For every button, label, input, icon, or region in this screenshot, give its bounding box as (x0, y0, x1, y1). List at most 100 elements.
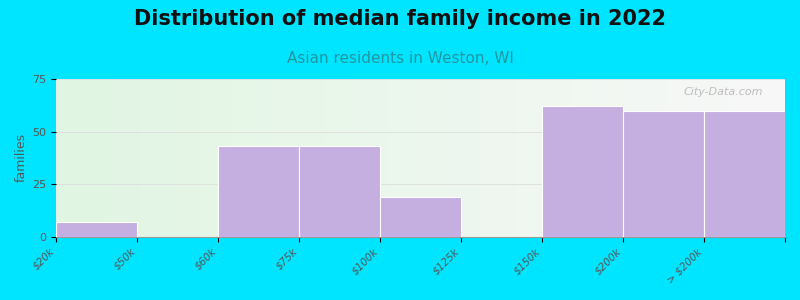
Bar (102, 79, 105, 237)
Bar (530, 79, 532, 237)
Bar (520, 79, 522, 237)
Bar (204, 79, 206, 237)
Bar (270, 79, 272, 237)
Text: Distribution of median family income in 2022: Distribution of median family income in … (134, 9, 666, 29)
Bar (630, 79, 632, 237)
Bar (484, 79, 486, 237)
Bar (290, 79, 292, 237)
Bar (674, 79, 676, 237)
Bar (654, 79, 656, 237)
Bar (454, 79, 457, 237)
Bar (396, 79, 398, 237)
Bar (770, 79, 773, 237)
Bar (471, 79, 474, 237)
Bar (712, 79, 714, 237)
Bar (248, 79, 250, 237)
Bar (423, 79, 426, 237)
Bar (428, 79, 430, 237)
Bar (342, 79, 345, 237)
Bar (206, 79, 209, 237)
Bar (136, 79, 138, 237)
Bar (622, 79, 625, 237)
Bar (474, 79, 476, 237)
Bar (686, 79, 688, 237)
Bar (78, 79, 80, 237)
Bar (615, 79, 618, 237)
Bar (564, 79, 566, 237)
Bar (194, 79, 197, 237)
Bar (496, 79, 498, 237)
Bar (768, 79, 770, 237)
Bar (340, 79, 342, 237)
Bar (274, 79, 277, 237)
Bar (138, 79, 141, 237)
Bar (302, 79, 304, 237)
Bar (299, 146, 380, 237)
Bar (282, 79, 285, 237)
Bar (683, 79, 686, 237)
Bar (231, 79, 234, 237)
Bar (466, 79, 469, 237)
Bar (734, 79, 737, 237)
Bar (571, 79, 574, 237)
Bar (182, 79, 185, 237)
Bar (598, 79, 600, 237)
Bar (328, 79, 330, 237)
Bar (85, 79, 88, 237)
Bar (306, 79, 309, 237)
Bar (459, 79, 462, 237)
Bar (345, 79, 348, 237)
Bar (222, 79, 224, 237)
Bar (66, 79, 68, 237)
Bar (707, 79, 710, 237)
Bar (401, 79, 403, 237)
Bar (250, 79, 253, 237)
Bar (80, 79, 82, 237)
Bar (525, 79, 527, 237)
Bar (377, 79, 379, 237)
Bar (318, 79, 321, 237)
Bar (398, 79, 401, 237)
Bar (464, 79, 466, 237)
Bar (75, 79, 78, 237)
Bar (234, 79, 236, 237)
Bar (380, 197, 461, 237)
Bar (246, 79, 248, 237)
Bar (110, 79, 112, 237)
Bar (180, 79, 182, 237)
Bar (98, 79, 100, 237)
Bar (112, 79, 114, 237)
Bar (211, 79, 214, 237)
Bar (321, 79, 323, 237)
Bar (418, 79, 421, 237)
Bar (758, 79, 761, 237)
Bar (670, 79, 674, 237)
Bar (542, 106, 623, 237)
Bar (462, 79, 464, 237)
Bar (421, 79, 423, 237)
Bar (537, 79, 539, 237)
Bar (265, 79, 267, 237)
Bar (508, 79, 510, 237)
Bar (426, 79, 428, 237)
Bar (489, 79, 491, 237)
Bar (642, 79, 644, 237)
Bar (134, 79, 136, 237)
Bar (501, 79, 503, 237)
Bar (693, 79, 695, 237)
Bar (70, 79, 73, 237)
Bar (782, 79, 785, 237)
Bar (632, 79, 634, 237)
Bar (542, 79, 545, 237)
Bar (199, 79, 202, 237)
Bar (442, 79, 445, 237)
Bar (644, 79, 646, 237)
Bar (627, 79, 630, 237)
Bar (778, 79, 780, 237)
Bar (766, 79, 768, 237)
Bar (219, 79, 222, 237)
Bar (197, 79, 199, 237)
Bar (569, 79, 571, 237)
Bar (515, 79, 518, 237)
Bar (403, 79, 406, 237)
